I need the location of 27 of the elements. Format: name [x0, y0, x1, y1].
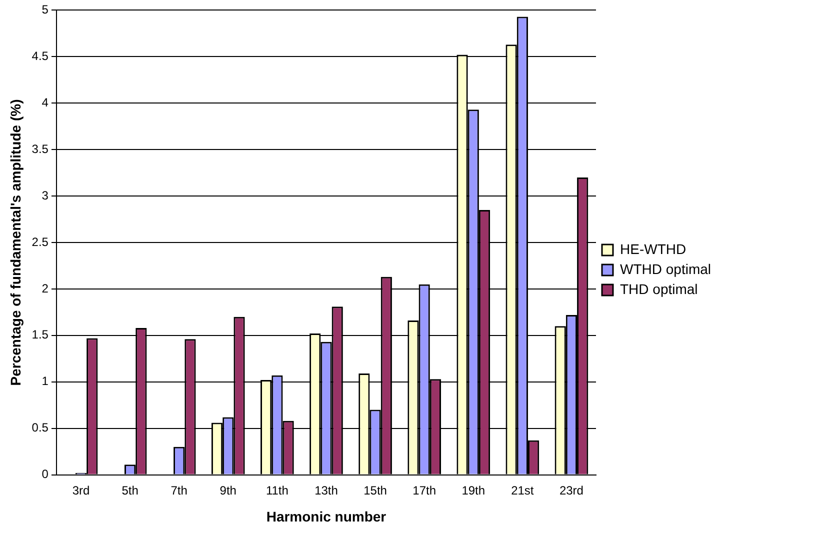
y-axis-title: Percentage of fundamental's amplitude (%) [7, 99, 24, 386]
y-tick-label: 2 [42, 281, 49, 296]
x-tick-label: 17th [412, 483, 436, 498]
x-tick-label: 13th [314, 483, 338, 498]
y-tick-label: 4 [42, 95, 49, 110]
x-tick-label: 23rd [559, 483, 584, 498]
x-tick-label: 21st [511, 483, 534, 498]
y-tick-label: 0.5 [32, 420, 49, 435]
y-tick-label: 2.5 [32, 234, 49, 249]
x-tick-label: 5th [122, 483, 138, 498]
x-tick-label: 7th [170, 483, 188, 498]
x-axis-title: Harmonic number [266, 508, 387, 524]
y-tick-label: 3 [42, 188, 49, 202]
legend-label: THD optimal [620, 280, 698, 297]
y-tick-label: 3.5 [32, 142, 49, 156]
legend-label: WTHD optimal [620, 260, 712, 277]
x-tick-label: 15th [364, 483, 387, 498]
y-tick-label: 5 [42, 2, 49, 17]
y-tick-label: 1.5 [32, 328, 49, 342]
legend-label: HE-WTHD [620, 240, 686, 257]
x-tick-label: 3rd [72, 483, 90, 498]
x-tick-label: 11th [266, 483, 288, 498]
y-tick-label: 1 [42, 374, 49, 388]
y-tick-label: 4.5 [32, 48, 49, 63]
y-tick-label: 0 [42, 467, 49, 482]
x-tick-label: 9th [220, 483, 236, 498]
x-tick-label: 19th [462, 483, 486, 498]
